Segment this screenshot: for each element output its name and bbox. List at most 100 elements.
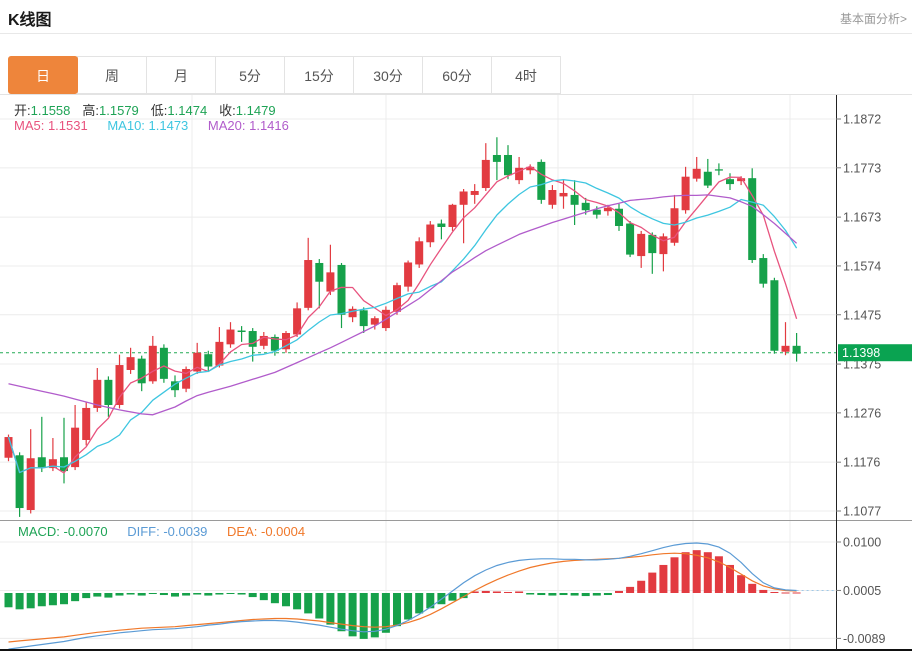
candle[interactable] bbox=[714, 163, 723, 176]
candle-body-down bbox=[270, 336, 279, 351]
macd-bar-positive bbox=[726, 564, 734, 593]
candle-body-up bbox=[348, 308, 357, 318]
diff-line bbox=[8, 542, 797, 650]
current-price-label: 1.1398 bbox=[842, 346, 880, 360]
candle[interactable] bbox=[359, 307, 368, 333]
macd-bar-negative bbox=[559, 593, 568, 596]
candle-body-down bbox=[770, 280, 779, 351]
candle[interactable] bbox=[26, 429, 35, 514]
macd-bar-negative bbox=[171, 593, 179, 597]
candle[interactable] bbox=[148, 335, 157, 384]
candle[interactable] bbox=[137, 355, 146, 392]
candle[interactable] bbox=[326, 244, 335, 296]
candle[interactable] bbox=[82, 402, 91, 446]
candle[interactable] bbox=[104, 376, 113, 417]
candle[interactable] bbox=[304, 237, 313, 311]
candle[interactable] bbox=[648, 232, 657, 274]
candle[interactable] bbox=[171, 375, 179, 398]
tab-15min[interactable]: 15分 bbox=[284, 56, 354, 94]
macd-bar-negative bbox=[182, 593, 191, 596]
tab-day[interactable]: 日 bbox=[8, 56, 78, 94]
candle-body-up bbox=[603, 207, 612, 212]
candle[interactable] bbox=[681, 166, 690, 214]
candle[interactable] bbox=[559, 180, 568, 209]
macd-bar-positive bbox=[781, 592, 790, 594]
candle-body-down bbox=[204, 354, 213, 367]
candle[interactable] bbox=[481, 143, 490, 191]
candle-body-up bbox=[459, 191, 468, 205]
candle[interactable] bbox=[504, 145, 512, 180]
candles-group[interactable] bbox=[4, 137, 801, 517]
macd-bar-negative bbox=[259, 593, 268, 601]
candle[interactable] bbox=[692, 156, 701, 182]
candle[interactable] bbox=[71, 404, 80, 471]
candle[interactable] bbox=[548, 185, 557, 209]
price-tick-label: 1.1077 bbox=[843, 504, 881, 518]
fundamental-analysis-link[interactable]: 基本面分析> bbox=[839, 12, 907, 26]
candle[interactable] bbox=[237, 326, 246, 342]
candle[interactable] bbox=[570, 180, 579, 226]
candle[interactable] bbox=[437, 219, 446, 240]
candle[interactable] bbox=[193, 342, 202, 374]
macd-bar-negative bbox=[603, 593, 612, 596]
candle[interactable] bbox=[315, 259, 324, 309]
candle[interactable] bbox=[703, 158, 712, 189]
macd-histogram bbox=[4, 550, 801, 639]
candle[interactable] bbox=[659, 233, 668, 272]
macd-bar-negative bbox=[381, 593, 390, 633]
tab-30min[interactable]: 30分 bbox=[353, 56, 423, 94]
candle-body-down bbox=[104, 379, 113, 405]
macd-bar-negative bbox=[104, 593, 113, 598]
candle[interactable] bbox=[537, 159, 546, 204]
candle[interactable] bbox=[15, 452, 24, 517]
candle[interactable] bbox=[348, 306, 357, 323]
tab-60min[interactable]: 60分 bbox=[422, 56, 492, 94]
macd-bar-positive bbox=[615, 590, 623, 593]
candle[interactable] bbox=[792, 332, 801, 362]
candle[interactable] bbox=[226, 322, 235, 348]
candle[interactable] bbox=[293, 302, 302, 337]
candle-body-up bbox=[4, 437, 13, 458]
candle[interactable] bbox=[459, 189, 468, 244]
candle[interactable] bbox=[448, 203, 457, 231]
candle[interactable] bbox=[470, 184, 479, 204]
candle[interactable] bbox=[726, 173, 734, 191]
candle[interactable] bbox=[370, 316, 379, 330]
candle[interactable] bbox=[126, 347, 135, 374]
candle[interactable] bbox=[748, 168, 757, 263]
candle[interactable] bbox=[404, 260, 413, 292]
candle[interactable] bbox=[248, 328, 257, 362]
candle[interactable] bbox=[759, 254, 768, 288]
candle[interactable] bbox=[215, 327, 224, 368]
candle[interactable] bbox=[615, 203, 623, 231]
candle[interactable] bbox=[282, 331, 290, 353]
tab-week[interactable]: 周 bbox=[77, 56, 147, 94]
price-tick-label: 1.1276 bbox=[843, 406, 881, 420]
tab-month[interactable]: 月 bbox=[146, 56, 216, 94]
candle[interactable] bbox=[770, 277, 779, 354]
macd-bar-negative bbox=[137, 593, 146, 596]
candle-body-down bbox=[37, 457, 46, 469]
candle-body-down bbox=[337, 264, 346, 315]
candle[interactable] bbox=[159, 344, 168, 383]
macd-bar-positive bbox=[714, 556, 723, 593]
ma20-line bbox=[8, 194, 798, 416]
candle[interactable] bbox=[204, 350, 213, 372]
candle[interactable] bbox=[37, 416, 46, 473]
macd-bar-negative bbox=[426, 593, 435, 609]
macd-bar-negative bbox=[148, 593, 157, 595]
candle[interactable] bbox=[115, 354, 124, 409]
macd-bar-positive bbox=[737, 575, 746, 593]
candle[interactable] bbox=[337, 262, 346, 329]
candle[interactable] bbox=[781, 322, 790, 356]
candle[interactable] bbox=[426, 221, 435, 248]
dea-line bbox=[8, 552, 797, 643]
candle[interactable] bbox=[637, 230, 646, 268]
tab-4hour[interactable]: 4时 bbox=[491, 56, 561, 94]
candle[interactable] bbox=[626, 221, 635, 258]
candle[interactable] bbox=[492, 137, 501, 181]
tab-5min[interactable]: 5分 bbox=[215, 56, 285, 94]
candle[interactable] bbox=[259, 332, 268, 350]
candle[interactable] bbox=[415, 237, 424, 268]
